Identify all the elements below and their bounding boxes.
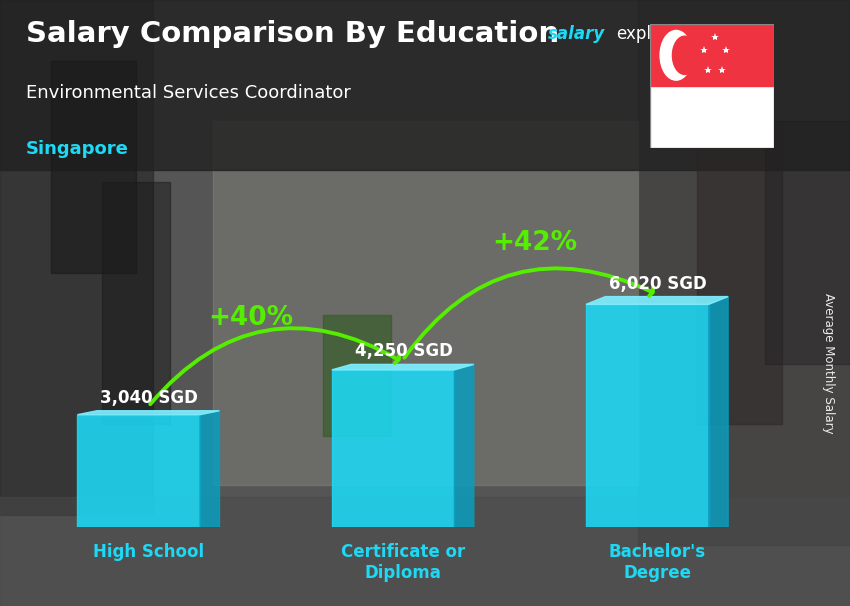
Polygon shape bbox=[455, 364, 473, 527]
Text: High School: High School bbox=[93, 543, 204, 561]
Text: Singapore: Singapore bbox=[26, 141, 128, 158]
Bar bbox=[332, 370, 455, 527]
Text: 3,040 SGD: 3,040 SGD bbox=[100, 388, 198, 407]
Circle shape bbox=[672, 36, 697, 75]
Text: explorer.com: explorer.com bbox=[616, 25, 724, 43]
Polygon shape bbox=[200, 411, 219, 527]
Polygon shape bbox=[77, 411, 219, 415]
Bar bbox=[0, 0, 153, 515]
Bar bbox=[51, 61, 136, 273]
Bar bbox=[650, 24, 774, 87]
Bar bbox=[0, 497, 850, 606]
Text: salary: salary bbox=[548, 25, 605, 43]
Text: Average Monthly Salary: Average Monthly Salary bbox=[822, 293, 836, 434]
Text: Certificate or
Diploma: Certificate or Diploma bbox=[341, 543, 465, 582]
Bar bbox=[102, 182, 170, 424]
Text: 6,020 SGD: 6,020 SGD bbox=[609, 275, 706, 293]
Text: Salary Comparison By Education: Salary Comparison By Education bbox=[26, 20, 558, 48]
Polygon shape bbox=[586, 296, 728, 304]
Text: Bachelor's
Degree: Bachelor's Degree bbox=[609, 543, 706, 582]
Bar bbox=[323, 315, 391, 436]
Polygon shape bbox=[332, 364, 473, 370]
Bar bbox=[638, 0, 850, 545]
Bar bbox=[697, 121, 782, 424]
Text: Environmental Services Coordinator: Environmental Services Coordinator bbox=[26, 84, 350, 102]
Text: 4,250 SGD: 4,250 SGD bbox=[354, 342, 452, 361]
Circle shape bbox=[660, 30, 692, 80]
Bar bbox=[212, 121, 638, 485]
Polygon shape bbox=[709, 296, 728, 527]
Text: +42%: +42% bbox=[493, 230, 578, 256]
Bar bbox=[586, 304, 709, 527]
Bar bbox=[0, 0, 850, 170]
Bar bbox=[77, 415, 200, 527]
Bar bbox=[765, 121, 850, 364]
Text: +40%: +40% bbox=[208, 305, 293, 331]
